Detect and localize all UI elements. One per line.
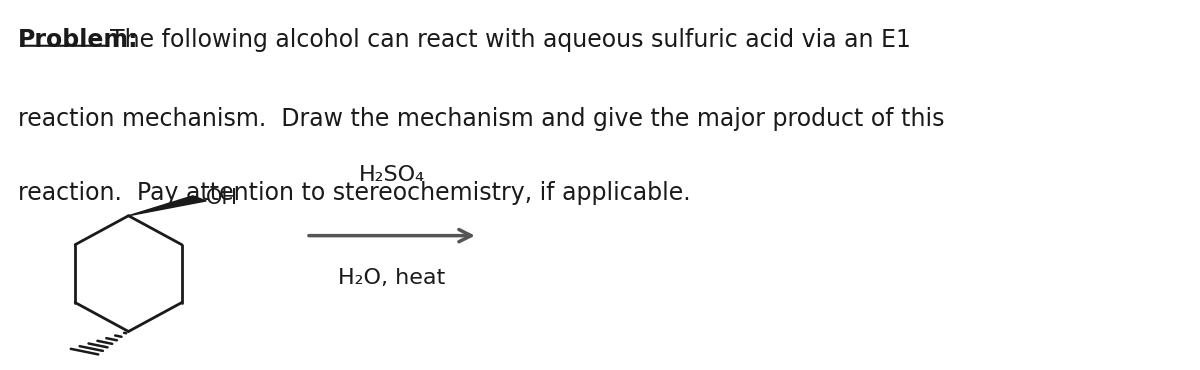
Text: H₂SO₄: H₂SO₄: [359, 165, 425, 185]
Text: Problem:: Problem:: [18, 28, 139, 52]
Text: H₂O, heat: H₂O, heat: [338, 268, 445, 288]
Text: The following alcohol can react with aqueous sulfuric acid via an E1: The following alcohol can react with aqu…: [109, 28, 911, 52]
Polygon shape: [128, 196, 206, 216]
Text: OH: OH: [205, 188, 238, 208]
Text: reaction mechanism.  Draw the mechanism and give the major product of this: reaction mechanism. Draw the mechanism a…: [18, 107, 944, 131]
Text: reaction.  Pay attention to stereochemistry, if applicable.: reaction. Pay attention to stereochemist…: [18, 181, 691, 205]
